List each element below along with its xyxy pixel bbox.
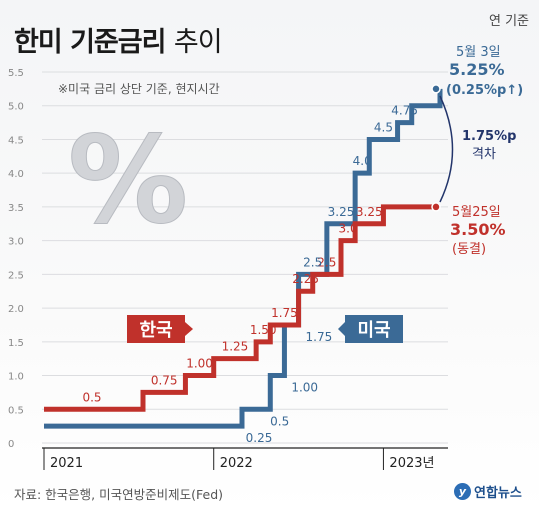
korea-data-label: 3.0 <box>339 222 358 236</box>
legend-korea-label: 한국 <box>139 320 172 341</box>
usa-data-label: 0.25 <box>246 431 273 445</box>
y-tick-label: 2.5 <box>8 270 24 281</box>
korea-end-date: 5월25일 <box>452 205 501 220</box>
korea-data-label: 1.50 <box>250 323 277 337</box>
gap-bracket <box>439 95 454 203</box>
usa-data-label: 4.0 <box>353 154 372 168</box>
y-tick-label: 1.0 <box>8 372 24 383</box>
y-tick-label: 0 <box>8 439 14 450</box>
data-labels: 0.5 0.75 1.00 1.251.50 1.75 2.25 2.5 3.0 3.25 0.2… <box>82 104 418 446</box>
usa-data-label: 1.75 <box>306 330 333 344</box>
y-tick-label: 4.5 <box>8 135 24 146</box>
korea-end-value: 3.50% <box>450 220 506 239</box>
legend-usa: 미국 <box>338 315 403 343</box>
legend-korea-box <box>127 315 185 343</box>
korea-data-label: 1.00 <box>186 357 213 371</box>
x-tick-label: 2022 <box>220 456 253 471</box>
y-tick-label: 5.0 <box>8 102 24 113</box>
legend-korea-pointer <box>185 322 193 336</box>
series-lines <box>44 84 443 429</box>
korea-end-status: (동결) <box>452 242 486 257</box>
usa-data-label: 4.5 <box>374 120 393 134</box>
x-tick-label: 2023년 <box>389 456 434 471</box>
korea-rate-line <box>44 204 440 412</box>
korea-end-annotation: 5월25일 3.50% (동결) <box>450 205 506 257</box>
usa-end-marker <box>431 84 441 94</box>
y-tick-label: 5.5 <box>8 68 24 79</box>
usa-end-annotation: 5월 3일 5.25% (0.25%p↑) <box>446 45 523 98</box>
page-title: 한미 기준금리 추이 <box>14 20 223 59</box>
arrow-up-icon: ↑ <box>506 83 517 98</box>
legend-korea: 한국 <box>127 315 193 343</box>
korea-data-label: 2.5 <box>317 255 336 269</box>
usa-data-label: 2.5 <box>303 255 322 269</box>
source-text: 자료: 한국은행, 미국연방준비제도(Fed) <box>14 487 224 502</box>
title-bold: 한미 기준금리 <box>14 27 166 58</box>
legend-usa-label: 미국 <box>357 320 390 341</box>
usa-data-label: 0.5 <box>270 414 289 428</box>
y-tick-label: 2.0 <box>8 304 24 315</box>
chart-note: ※미국 금리 상단 기준, 현지시간 <box>58 82 220 96</box>
publisher-logo: y 연합뉴스 <box>454 482 522 501</box>
logo-mark-icon: y <box>454 483 471 500</box>
usa-data-label: 4.75 <box>391 104 418 118</box>
y-tick-label: 3.5 <box>8 203 24 214</box>
y-tick-label: 1.5 <box>8 338 24 349</box>
rate-chart: 0 0.5 1.0 1.5 2.0 2.5 3.0 3.5 4.0 4.5 5.0 5.5 % ※미국… <box>8 45 523 471</box>
y-tick-label: 4.0 <box>8 169 24 180</box>
usa-data-label: 1.00 <box>291 381 318 395</box>
x-axis: 2021 2022 2023년 <box>42 447 448 471</box>
usa-end-change: (0.25%p↑) <box>446 83 523 98</box>
usa-end-value: 5.25% <box>449 60 505 79</box>
unit-basis-label: 연 기준 <box>488 14 529 29</box>
x-tick-label: 2021 <box>50 456 83 471</box>
y-tick-labels: 0 0.5 1.0 1.5 2.0 2.5 3.0 3.5 4.0 4.5 5.0 5.5 <box>8 68 24 450</box>
title-light: 추이 <box>173 27 223 58</box>
usa-end-date: 5월 3일 <box>456 45 501 60</box>
korea-data-label: 1.75 <box>271 306 298 320</box>
percent-symbol-icon: % <box>68 112 188 251</box>
korea-data-label: 0.5 <box>82 390 101 404</box>
korea-data-label: 1.25 <box>222 340 249 354</box>
legend-usa-pointer <box>338 322 345 336</box>
korea-data-label: 2.25 <box>292 272 319 286</box>
gap-annotation: 1.75%p 격차 <box>439 95 516 203</box>
y-tick-label: 0.5 <box>8 405 24 416</box>
usa-data-label: 3.25 <box>328 205 355 219</box>
korea-data-label: 0.75 <box>151 373 178 387</box>
korea-data-label: 3.25 <box>356 205 383 219</box>
y-tick-label: 3.0 <box>8 237 24 248</box>
gap-value: 1.75%p <box>462 129 516 144</box>
usa-rate-line <box>44 88 443 429</box>
logo-text: 연합뉴스 <box>474 486 522 501</box>
gap-label: 격차 <box>472 147 496 162</box>
korea-end-marker <box>431 202 441 212</box>
legend-usa-box <box>345 315 403 343</box>
